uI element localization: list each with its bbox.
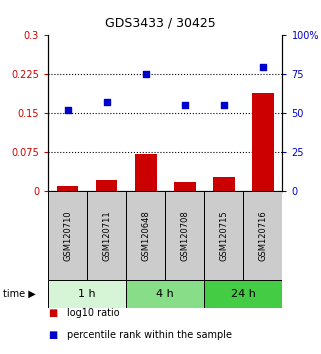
Text: GSM120715: GSM120715 <box>219 210 229 261</box>
Bar <box>165 191 204 280</box>
Text: GSM120648: GSM120648 <box>141 210 150 261</box>
Bar <box>87 191 126 280</box>
Text: ■: ■ <box>48 330 57 339</box>
Point <box>65 107 70 113</box>
Text: 1 h: 1 h <box>78 289 96 299</box>
Point <box>260 64 265 69</box>
Bar <box>204 191 243 280</box>
Bar <box>204 280 282 308</box>
Bar <box>126 280 204 308</box>
Text: GSM120708: GSM120708 <box>180 210 189 261</box>
Bar <box>174 182 195 191</box>
Bar <box>48 280 126 308</box>
Text: ■: ■ <box>48 308 57 318</box>
Text: GSM120710: GSM120710 <box>63 210 72 261</box>
Text: time ▶: time ▶ <box>3 289 36 299</box>
Point <box>104 99 109 105</box>
Bar <box>126 191 165 280</box>
Text: GDS3433 / 30425: GDS3433 / 30425 <box>105 17 216 29</box>
Bar <box>135 154 157 191</box>
Text: GSM120711: GSM120711 <box>102 210 111 261</box>
Bar <box>96 180 117 191</box>
Point <box>143 72 148 77</box>
Bar <box>243 191 282 280</box>
Text: 4 h: 4 h <box>156 289 174 299</box>
Bar <box>57 186 78 191</box>
Bar <box>252 92 274 191</box>
Text: 24 h: 24 h <box>231 289 256 299</box>
Text: log10 ratio: log10 ratio <box>67 308 120 318</box>
Text: GSM120716: GSM120716 <box>258 210 267 261</box>
Bar <box>213 177 235 191</box>
Bar <box>48 191 87 280</box>
Point <box>221 103 226 108</box>
Text: percentile rank within the sample: percentile rank within the sample <box>67 330 232 339</box>
Point <box>182 103 187 108</box>
